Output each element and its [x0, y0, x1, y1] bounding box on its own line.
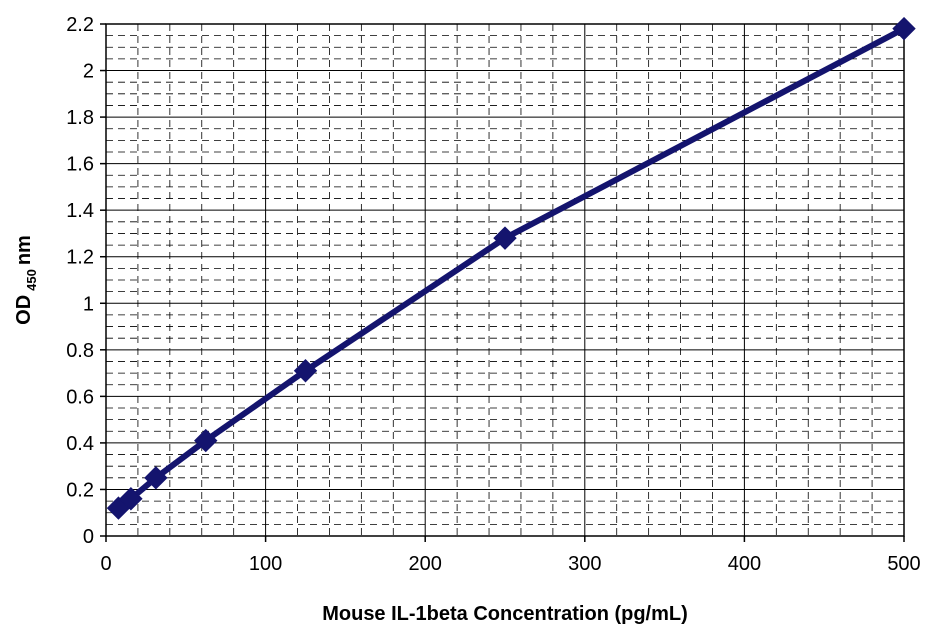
x-axis-tick-labels: 0 100 200 300 400 500: [100, 536, 921, 575]
y-axis-title-main: OD: [13, 295, 35, 325]
y-tick-label: 0.4: [66, 433, 94, 455]
data-point-marker: [194, 428, 218, 453]
data-point-marker: [892, 16, 916, 41]
x-axis-title: Mouse IL-1beta Concentration (pg/mL): [322, 603, 688, 625]
series-line: [115, 25, 907, 512]
x-tick-label: 100: [249, 553, 282, 575]
y-tick-label: 0.8: [66, 340, 94, 362]
y-axis-title: OD 450 nm: [13, 235, 40, 325]
minor-gridlines: [106, 24, 904, 536]
plot-area-frame: [105, 23, 905, 537]
y-tick-label: 2.2: [66, 14, 94, 36]
y-tick-label: 0.6: [66, 386, 94, 408]
y-axis-title-subscript: 450: [24, 269, 39, 291]
data-point-marker: [293, 359, 318, 383]
data-point-marker: [493, 226, 517, 250]
y-tick-label: 0: [83, 526, 94, 548]
data-point-marker: [119, 487, 143, 511]
y-tick-label: 1.6: [66, 154, 94, 176]
y-tick-label: 1.4: [66, 200, 94, 222]
x-tick-label: 400: [728, 553, 761, 575]
y-tick-label: 0.2: [66, 479, 94, 501]
y-axis-title-suffix: nm: [13, 235, 35, 265]
y-axis-tick-labels: 0 0.2 0.4 0.6 0.8 1 1.2 1.4 1.6 1.8 2 2.2: [66, 14, 106, 548]
x-tick-label: 300: [568, 553, 601, 575]
x-tick-label: 200: [409, 553, 442, 575]
y-tick-label: 2: [83, 61, 94, 83]
data-point-marker: [144, 466, 168, 490]
x-tick-label: 500: [887, 553, 920, 575]
y-tick-label: 1.8: [66, 107, 94, 129]
y-tick-label: 1: [83, 293, 94, 315]
series-layer: [106, 16, 916, 520]
y-tick-label: 1.2: [66, 247, 94, 269]
x-tick-label: 0: [100, 553, 111, 575]
